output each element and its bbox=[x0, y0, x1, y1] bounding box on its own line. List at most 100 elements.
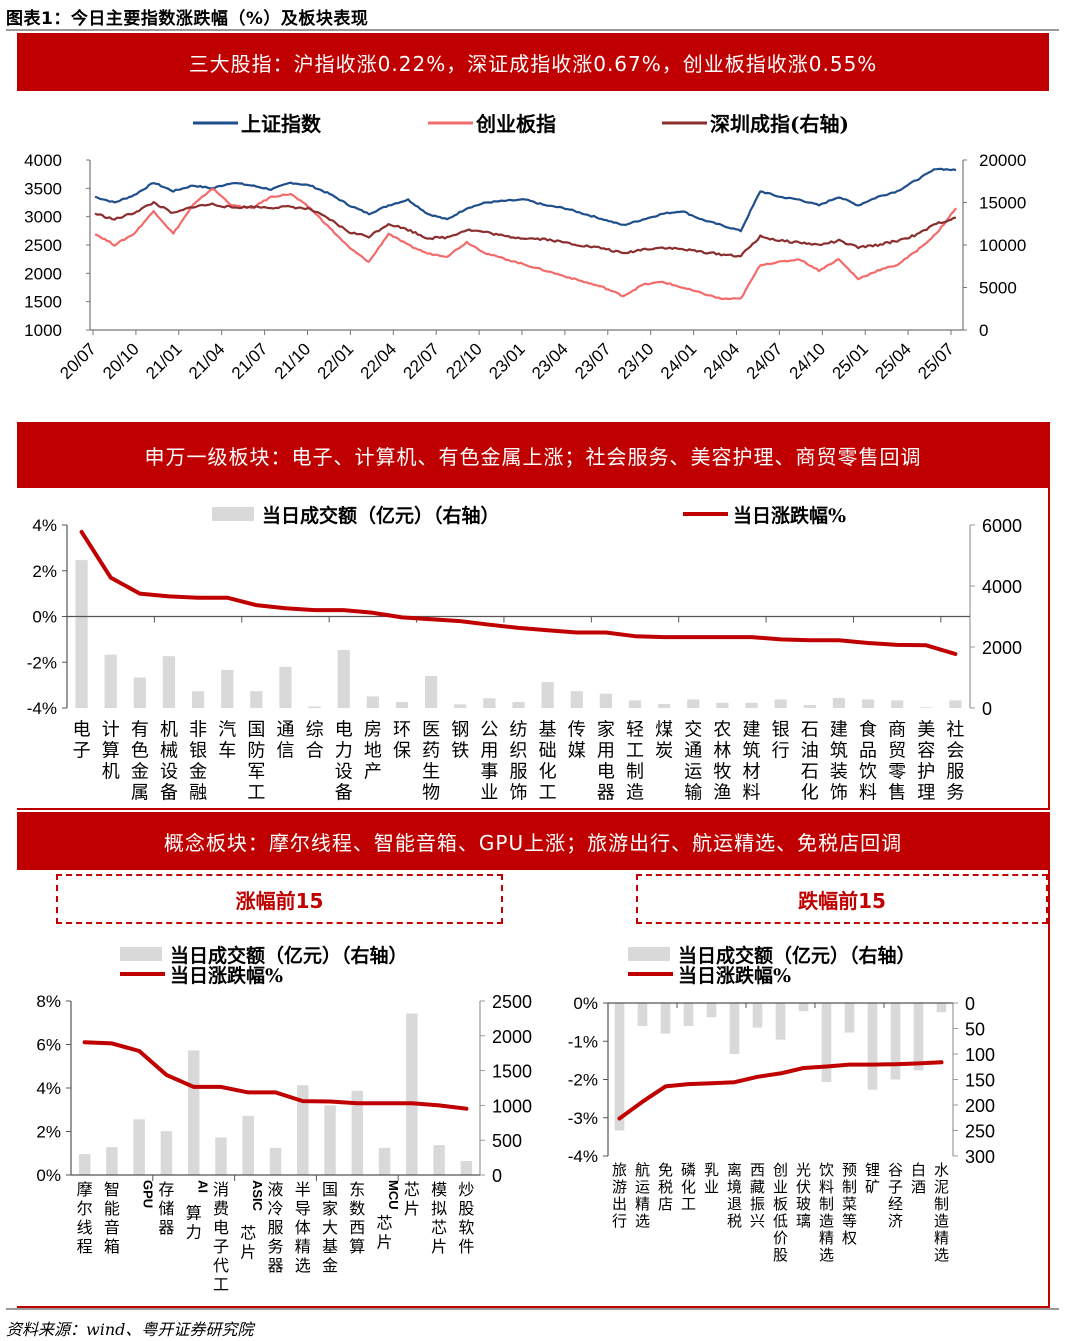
bar bbox=[752, 1003, 763, 1028]
category-label: 子 bbox=[888, 1178, 903, 1196]
bar bbox=[460, 1161, 473, 1175]
change-line bbox=[617, 1060, 944, 1121]
y-left-tick: -2% bbox=[568, 1071, 598, 1090]
category-label: 炭 bbox=[655, 740, 673, 761]
category-label: 大 bbox=[322, 1218, 338, 1237]
bar bbox=[775, 1003, 786, 1040]
category-label: 工 bbox=[247, 782, 265, 803]
legend-label: 深圳成指(右轴) bbox=[710, 112, 849, 136]
category-label: 价 bbox=[773, 1229, 788, 1247]
x-tick-label: 21/04 bbox=[185, 339, 229, 383]
bar bbox=[160, 1131, 173, 1175]
category-label: 化 bbox=[681, 1178, 696, 1196]
category-label: 服 bbox=[946, 761, 964, 782]
category-label: 西 bbox=[349, 1218, 365, 1237]
category-label: 选 bbox=[934, 1246, 949, 1264]
category-label: 品 bbox=[859, 740, 877, 761]
category-label: 家 bbox=[322, 1199, 338, 1218]
category-label: 机 bbox=[102, 761, 120, 782]
y-right-tick: 250 bbox=[965, 1122, 995, 1142]
category-label: 保 bbox=[393, 740, 411, 761]
category-label: 税 bbox=[658, 1178, 673, 1196]
legend-label: 当日成交额（亿元）（右轴） bbox=[262, 504, 500, 527]
bar bbox=[716, 702, 729, 708]
category-label: 业 bbox=[773, 1178, 788, 1196]
bar bbox=[324, 1105, 336, 1175]
index-trend-chart: 上证指数 创业板指 深圳成指(右轴) 1000 1500 2000 2500 3000 3500… bbox=[24, 112, 1026, 383]
category-label: 芯 bbox=[240, 1223, 256, 1242]
category-label: 导 bbox=[295, 1199, 311, 1218]
category-label: 基 bbox=[539, 719, 557, 740]
category-label: 璃 bbox=[796, 1212, 811, 1230]
category-label: 线 bbox=[77, 1218, 93, 1237]
category-label: 公 bbox=[480, 719, 498, 740]
category-label: 渔 bbox=[713, 782, 731, 803]
bar bbox=[221, 669, 234, 708]
category-label: 精 bbox=[819, 1229, 834, 1247]
x-tick-label: 24/10 bbox=[786, 339, 830, 383]
category-label: 代 bbox=[213, 1256, 229, 1275]
bar bbox=[683, 1003, 694, 1026]
category-label: 建 bbox=[743, 719, 761, 740]
category-label: 西 bbox=[750, 1161, 765, 1179]
bar bbox=[454, 704, 467, 708]
category-label: 半 bbox=[295, 1180, 311, 1199]
change-line bbox=[82, 1040, 469, 1111]
category-label: 液 bbox=[267, 1180, 283, 1199]
category-label: 食 bbox=[859, 719, 877, 740]
bar bbox=[774, 699, 787, 708]
category-label: 水 bbox=[934, 1161, 949, 1179]
bar bbox=[78, 1154, 91, 1175]
category-label: 精 bbox=[934, 1229, 949, 1247]
svg-text:1500: 1500 bbox=[24, 293, 62, 312]
category-label: 股 bbox=[773, 1246, 788, 1264]
category-label: 务 bbox=[267, 1237, 283, 1256]
bottom15-label: 跌幅前15 bbox=[636, 874, 1048, 924]
category-label: 选 bbox=[819, 1246, 834, 1264]
source-note: 资料来源：wind、粤开证券研究院 bbox=[6, 1320, 254, 1339]
category-label: 音 bbox=[104, 1218, 120, 1237]
svg-text:0: 0 bbox=[979, 321, 988, 340]
category-label: 设 bbox=[160, 761, 178, 782]
y-right-tick: 100 bbox=[965, 1045, 995, 1065]
category-label: 尔 bbox=[77, 1199, 93, 1218]
category-label: 芯 bbox=[431, 1218, 447, 1237]
concept-bottom15-chart: 当日成交额（亿元）（右轴）当日涨跌幅% 0% -1% -2% -3% -4% 0 50 100 1… bbox=[568, 944, 995, 1264]
category-label: 化 bbox=[801, 782, 819, 803]
category-label: 售 bbox=[888, 782, 906, 803]
category-label: 合 bbox=[306, 740, 324, 761]
legend-label: 当日涨跌幅% bbox=[678, 964, 791, 987]
category-label: 片 bbox=[240, 1242, 256, 1261]
category-label: 离 bbox=[727, 1161, 742, 1179]
category-label: 事 bbox=[480, 761, 498, 782]
category-label: 融 bbox=[189, 782, 207, 803]
bar bbox=[936, 1003, 947, 1013]
category-label: 造 bbox=[626, 782, 644, 803]
category-label: 造 bbox=[819, 1212, 834, 1230]
category-label: 消 bbox=[213, 1180, 229, 1199]
bar bbox=[406, 1013, 418, 1175]
bar bbox=[729, 1003, 740, 1054]
category-label: 用 bbox=[597, 740, 615, 761]
category-label: 理 bbox=[917, 782, 935, 803]
bar bbox=[483, 698, 496, 708]
category-label: 输 bbox=[684, 782, 702, 803]
category-label: 精 bbox=[635, 1195, 650, 1213]
category-label: 商 bbox=[888, 719, 906, 740]
category-label: 贸 bbox=[888, 740, 906, 761]
bar bbox=[395, 701, 409, 708]
bar bbox=[250, 691, 263, 708]
legend-label: 上证指数 bbox=[241, 112, 322, 136]
concept-top15-chart: 当日成交额（亿元）（右轴）当日涨跌幅% 0% 2% 4% 6% 8% 0 500 1000 150… bbox=[36, 944, 532, 1294]
category-label: 退 bbox=[727, 1195, 742, 1213]
category-label: 体 bbox=[295, 1218, 311, 1237]
category-label: 轻 bbox=[626, 719, 644, 740]
category-label: 算 bbox=[186, 1204, 202, 1223]
category-label: 箱 bbox=[104, 1237, 120, 1256]
category-label: 汽 bbox=[218, 719, 236, 740]
legend-swatch-bar bbox=[212, 507, 254, 521]
x-tick-label: 23/10 bbox=[614, 339, 658, 383]
bar bbox=[269, 1147, 282, 1175]
y-right-tick: 0 bbox=[965, 994, 975, 1014]
category-label: 东 bbox=[349, 1180, 365, 1199]
